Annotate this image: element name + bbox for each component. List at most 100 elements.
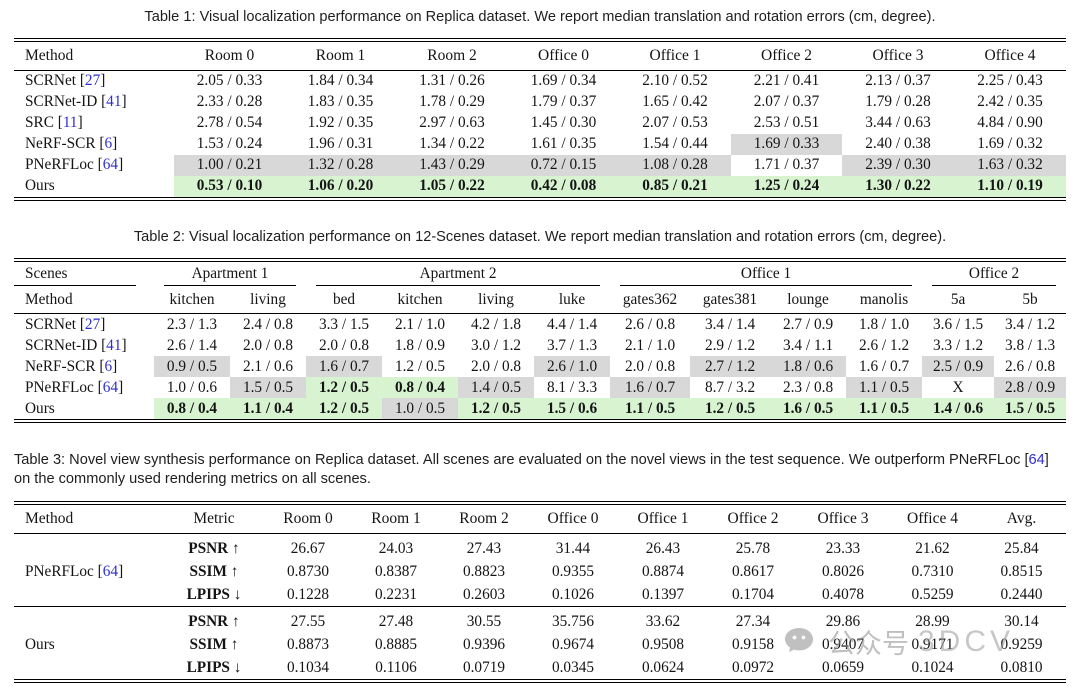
citation-link[interactable]: 27 [84, 315, 101, 333]
value-cell: 2.05 / 0.33 [196, 72, 263, 89]
method-cell: SCRNet-ID [41] [25, 93, 127, 110]
value-cell: 1.79 / 0.37 [530, 93, 597, 110]
value-cell: 0.2603 [462, 585, 506, 603]
value-cell: 2.6 / 0.8 [1004, 357, 1056, 375]
column-header: Room 1 [285, 41, 396, 71]
metric-label: SSIM ↑ [189, 635, 239, 653]
value-cell: 2.4 / 0.8 [242, 315, 294, 333]
table3-header-row: Method Metric Room 0 Room 1 Room 2 Office 0 Of… [14, 505, 1066, 534]
value-cell: 3.3 / 1.2 [932, 336, 984, 354]
value-cell: 3.6 / 1.5 [932, 315, 984, 333]
value-cell: 0.9355 [551, 562, 595, 580]
metric-label: SSIM ↑ [189, 562, 239, 580]
value-cell: 1.34 / 0.22 [419, 135, 485, 152]
value-cell: 0.2231 [374, 585, 418, 603]
value-cell: 27.48 [352, 606, 440, 633]
citation-link[interactable]: 6 [104, 135, 113, 152]
value-cell: 2.5 / 0.9 [922, 356, 995, 377]
metric-label: PSNR ↑ [164, 606, 264, 633]
value-cell: 2.9 / 1.2 [704, 336, 756, 354]
citation-link[interactable]: 11 [62, 114, 78, 131]
value-cell: 2.25 / 0.43 [977, 72, 1043, 89]
value-cell: 1.30 / 0.22 [842, 175, 954, 197]
method-cell: Ours [14, 606, 164, 679]
value-cell: 2.3 / 0.8 [782, 378, 834, 396]
value-cell: 0.72 / 0.15 [508, 154, 619, 176]
table-row: SSIM ↑ 0.8730 0.8387 0.8823 0.9355 0.8874 0.86… [14, 560, 1066, 583]
value-cell: 23.33 [825, 539, 861, 557]
scene-group-header: Apartment 2 [306, 262, 610, 286]
column-header: lounge [770, 286, 847, 314]
metric-label: LPIPS ↓ [186, 585, 242, 603]
citation-link[interactable]: 41 [106, 93, 122, 110]
table-row: LPIPS ↓ 0.1228 0.2231 0.2603 0.1026 0.1397 0.1… [14, 583, 1066, 607]
value-cell: 0.0345 [551, 658, 595, 676]
value-cell: 0.4078 [821, 585, 865, 603]
column-header: gates362 [610, 286, 691, 314]
watermark-cn-text: 公众号 [828, 629, 909, 659]
value-cell: 28.99 [888, 606, 977, 633]
citation-link[interactable]: 64 [102, 562, 119, 580]
column-header: Method [14, 286, 154, 314]
value-cell: 0.1228 [286, 585, 330, 603]
value-cell: 1.6 / 0.7 [858, 357, 910, 375]
citation-link[interactable]: 27 [84, 72, 101, 89]
citation-link[interactable]: 64 [1028, 452, 1045, 468]
metric-label: PSNR ↑ [188, 539, 240, 557]
value-cell: 0.1704 [731, 585, 775, 603]
table2-caption: Table 2: Visual localization performance… [133, 228, 947, 245]
citation-link[interactable]: 64 [102, 156, 119, 173]
scene-group-header: Apartment 1 [154, 262, 306, 286]
column-header: Metric [164, 505, 264, 534]
table-row: SCRNet-ID [41] 2.33 / 0.28 1.83 / 0.35 1.78… [14, 92, 1066, 113]
value-cell: 2.07 / 0.37 [753, 93, 820, 110]
value-cell: 0.1397 [641, 585, 685, 603]
value-cell: 1.54 / 0.44 [642, 135, 708, 152]
citation-link[interactable]: 41 [106, 336, 122, 354]
value-cell: 1.61 / 0.35 [530, 135, 597, 152]
value-cell: 2.40 / 0.38 [865, 135, 931, 152]
column-header: Avg. [977, 505, 1066, 534]
column-header: bed [306, 286, 383, 314]
value-cell: 0.9 / 0.5 [154, 356, 230, 377]
value-cell: 2.07 / 0.53 [642, 114, 708, 131]
value-cell: 3.3 / 1.5 [318, 315, 370, 333]
value-cell: 1.65 / 0.42 [642, 93, 708, 110]
column-header: kitchen [382, 286, 459, 314]
value-cell: 2.78 / 0.54 [196, 114, 263, 131]
value-cell: 1.96 / 0.31 [307, 135, 374, 152]
scene-group-label: Apartment 1 [164, 265, 297, 286]
value-cell: 2.0 / 0.8 [624, 357, 676, 375]
value-cell: 1.8 / 1.0 [858, 315, 910, 333]
value-cell: 1.2 / 0.5 [458, 398, 535, 419]
value-cell: 2.39 / 0.30 [842, 154, 954, 176]
column-header: living [230, 286, 307, 314]
value-cell: 2.7 / 0.9 [782, 315, 834, 333]
value-cell: 0.53 / 0.10 [174, 175, 285, 197]
value-cell: 0.0659 [821, 658, 865, 676]
citation-link[interactable]: 6 [104, 357, 113, 375]
table-3: Method Metric Room 0 Room 1 Room 2 Office 0 Of… [14, 505, 1066, 679]
table-row: Ours PSNR ↑ 27.55 27.48 30.55 35.756 33.62 27.3… [14, 606, 1066, 679]
table3-caption-text-end: ] on the commonly used rendering metrics… [14, 452, 1049, 487]
table2-bottom-rule [14, 419, 1066, 423]
value-cell: 1.31 / 0.26 [419, 72, 485, 89]
value-cell: 3.7 / 1.3 [546, 336, 598, 354]
citation-link[interactable]: 64 [102, 378, 119, 396]
value-cell: 1.32 / 0.28 [285, 154, 396, 176]
table-row: PNeRFLoc [64] 1.0 / 0.6 1.5 / 0.5 1.2 / 0.5… [14, 377, 1067, 398]
value-cell: 1.2 / 0.5 [394, 357, 446, 375]
value-cell: 0.9508 [641, 635, 685, 653]
value-cell: 1.69 / 0.34 [530, 72, 597, 89]
scene-group-header: Office 2 [922, 262, 1066, 286]
value-cell: 2.13 / 0.37 [865, 72, 931, 89]
value-cell: 2.1 / 1.0 [394, 315, 446, 333]
value-cell: 1.0 / 0.5 [382, 398, 459, 419]
value-cell: 2.7 / 1.2 [690, 356, 771, 377]
value-cell: 1.71 / 0.37 [753, 156, 820, 173]
value-cell: 3.4 / 1.2 [1004, 315, 1056, 333]
value-cell: 2.8 / 0.9 [994, 377, 1067, 398]
table1-top-rule [14, 37, 1066, 42]
value-cell: 1.2 / 0.5 [306, 377, 383, 398]
value-cell: 2.42 / 0.35 [977, 93, 1043, 110]
